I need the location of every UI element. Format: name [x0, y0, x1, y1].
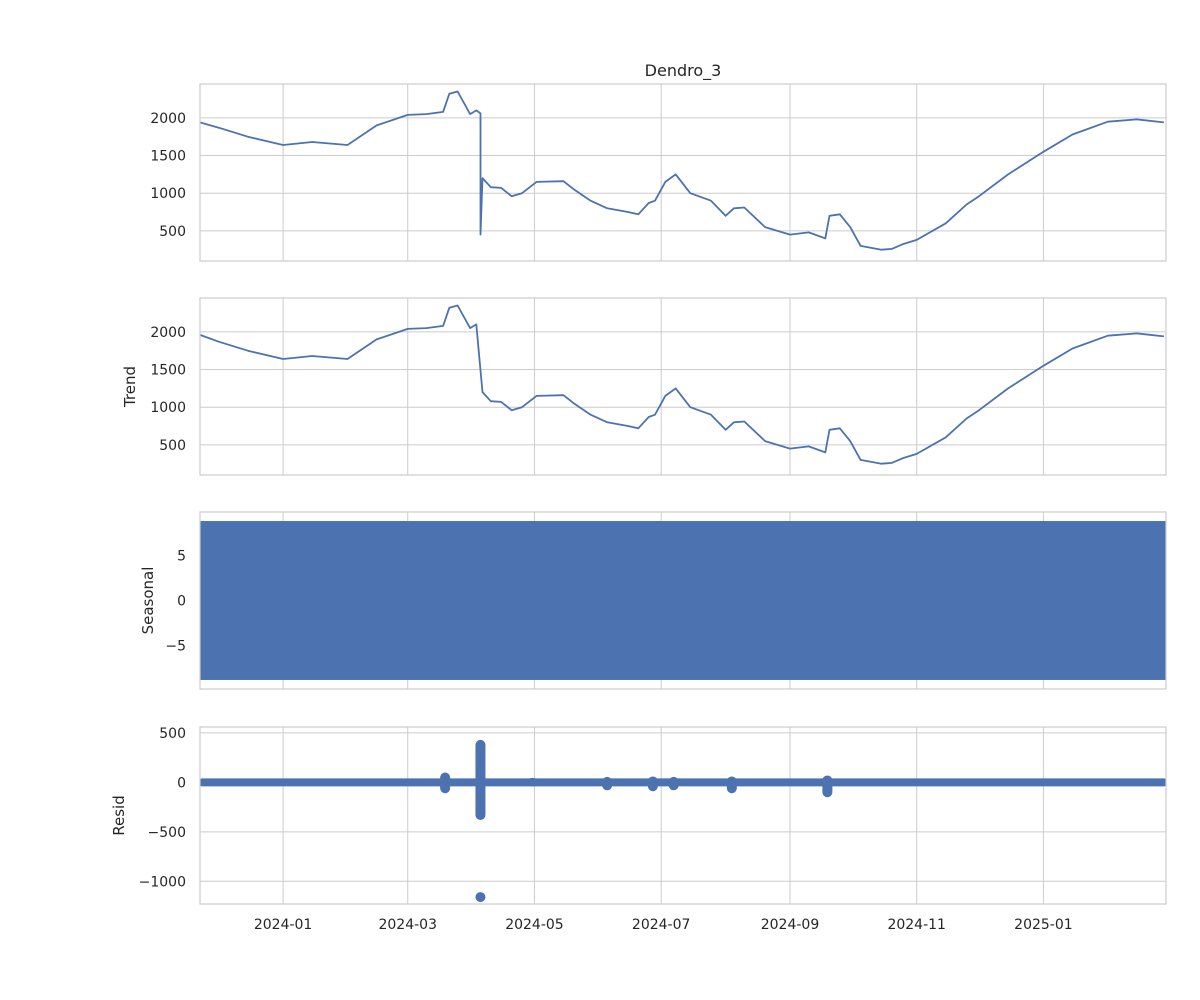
resid-burst-points: [726, 776, 737, 794]
y-tick-label: 2000: [150, 325, 186, 341]
y-tick-label: 500: [159, 438, 186, 454]
axes-frame: [199, 83, 1167, 262]
resid-burst-points: [527, 777, 538, 787]
y-tick-label: 2000: [150, 111, 186, 127]
resid-burst-points: [647, 776, 658, 792]
resid-burst-points: [602, 776, 613, 791]
y-tick-label: 1000: [150, 400, 186, 416]
x-tick-label: 2024-03: [378, 917, 437, 933]
y-tick-label: 5: [177, 548, 186, 564]
resid-baseline-points: [200, 778, 1166, 787]
y-tick-label: 500: [159, 224, 186, 240]
y-tick-label: −1000: [139, 874, 186, 890]
y-tick-label: 0: [177, 775, 186, 791]
y-axis-label: Trend: [121, 366, 139, 408]
seasonal-panel: −5 0 5 Seasonal: [139, 511, 1167, 690]
y-tick-label: 500: [159, 726, 186, 742]
x-tick-label: 2024-01: [254, 917, 313, 933]
x-tick-label: 2024-07: [632, 917, 691, 933]
resid-panel: −1000 −500 0 500 Resid: [110, 726, 1167, 905]
y-tick-label: 1000: [150, 186, 186, 202]
trend-panel: 500 1000 1500 2000 Trend: [121, 297, 1167, 476]
x-axis-tick-labels: 2024-01 2024-03 2024-05 2024-07 2024-09 2024-…: [254, 917, 1073, 933]
series-line: [199, 90, 1164, 251]
y-tick-label: 1500: [150, 149, 186, 165]
axes-frame: [199, 297, 1167, 476]
y-axis-label: Resid: [110, 795, 128, 835]
observed-panel: 500 1000 1500 2000 Dendro_3: [150, 61, 1167, 262]
seasonal-oscillation-band: [200, 521, 1166, 680]
x-tick-label: 2024-11: [887, 917, 946, 933]
resid-burst-points: [440, 772, 451, 794]
panel-title: Dendro_3: [645, 61, 722, 81]
x-tick-label: 2025-01: [1014, 917, 1073, 933]
y-tick-label: 0: [177, 594, 186, 610]
x-tick-label: 2024-09: [761, 917, 820, 933]
y-tick-label: −5: [165, 639, 186, 655]
resid-outlier-point: [475, 892, 486, 903]
y-tick-label: 1500: [150, 363, 186, 379]
resid-burst-points: [668, 776, 679, 791]
axes-frame: [199, 511, 1167, 690]
y-tick-label: −500: [148, 825, 186, 841]
series-line: [199, 304, 1164, 465]
resid-burst-points: [475, 739, 486, 820]
y-axis-label: Seasonal: [139, 567, 157, 635]
resid-burst-points: [822, 775, 833, 798]
axes-frame: [199, 726, 1167, 905]
x-tick-label: 2024-05: [505, 917, 564, 933]
